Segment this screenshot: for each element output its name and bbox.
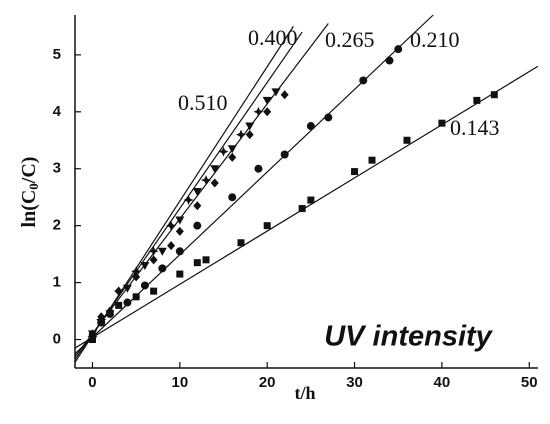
data-point: [306, 122, 315, 131]
data-point: [253, 106, 264, 117]
data-point: [210, 178, 219, 188]
data-point: [175, 226, 184, 236]
data-point: [192, 188, 202, 196]
y-axis-label-part: /C): [18, 157, 40, 185]
data-point: [131, 266, 142, 277]
x-tick-label: 20: [259, 374, 276, 391]
data-point: [183, 195, 194, 206]
data-point: [97, 318, 105, 326]
y-tick-label: 3: [53, 160, 61, 177]
data-point: [307, 196, 315, 204]
data-point: [140, 262, 150, 271]
data-point: [193, 221, 202, 230]
data-point: [263, 222, 271, 230]
series-label: 0.400: [248, 25, 298, 50]
data-point: [298, 205, 306, 213]
y-tick-label: 5: [53, 46, 61, 63]
data-point: [403, 136, 411, 144]
x-tick-label: 40: [434, 374, 451, 391]
data-point: [158, 264, 167, 273]
data-point: [490, 91, 498, 99]
data-point: [324, 113, 333, 122]
data-point: [148, 246, 159, 257]
data-point: [280, 90, 289, 100]
data-point: [123, 298, 132, 307]
data-point: [175, 216, 185, 225]
data-point: [351, 168, 359, 176]
data-point: [385, 56, 394, 65]
data-point: [254, 164, 263, 173]
data-point: [202, 256, 210, 264]
data-point: [176, 270, 184, 278]
data-point: [132, 272, 141, 282]
series-label: 0.265: [325, 27, 375, 52]
fit-line: [74, 26, 294, 363]
data-point: [201, 175, 212, 186]
fit-line: [74, 65, 539, 349]
series-label: 0.210: [410, 27, 460, 52]
data-point: [175, 247, 184, 256]
data-point: [473, 96, 481, 104]
data-point: [193, 259, 201, 267]
data-point: [132, 293, 140, 301]
data-point: [228, 152, 237, 162]
data-point: [262, 96, 272, 105]
y-axis-label-part: ln(C: [18, 190, 40, 228]
y-tick-label: 2: [53, 217, 61, 234]
data-point: [359, 76, 368, 85]
y-tick-label: 4: [53, 103, 62, 120]
data-point: [228, 193, 237, 202]
data-point: [113, 286, 124, 297]
x-axis-label: t/h: [294, 383, 315, 403]
data-point: [438, 119, 446, 127]
x-tick-label: 30: [346, 374, 363, 391]
data-point: [149, 255, 158, 265]
data-point: [122, 284, 132, 293]
data-point: [280, 150, 289, 159]
series-label: 0.510: [178, 90, 228, 115]
data-point: [237, 239, 245, 247]
data-point: [210, 165, 220, 174]
data-point: [193, 201, 202, 211]
data-point: [394, 45, 403, 54]
data-point: [167, 241, 176, 251]
series-label: 0.143: [450, 115, 500, 140]
y-tick-label: 1: [53, 274, 61, 291]
data-point: [88, 336, 96, 344]
x-tick-label: 0: [88, 374, 96, 391]
data-point: [263, 107, 272, 117]
data-point: [218, 146, 229, 157]
y-tick-label: 0: [53, 331, 61, 348]
y-axis-label: ln(C0/C): [18, 157, 41, 228]
x-tick-label: 50: [521, 374, 538, 391]
data-point: [245, 130, 254, 140]
fit-line: [74, 23, 329, 357]
data-point: [166, 220, 177, 231]
data-point: [150, 287, 158, 295]
annotation: UV intensity: [324, 321, 493, 353]
y-axis-label-sub: 0: [26, 183, 41, 190]
x-tick-label: 10: [171, 374, 188, 391]
data-point: [115, 301, 123, 309]
data-point: [235, 129, 246, 140]
data-point: [157, 247, 167, 256]
data-point: [140, 281, 149, 290]
data-point: [368, 156, 376, 164]
